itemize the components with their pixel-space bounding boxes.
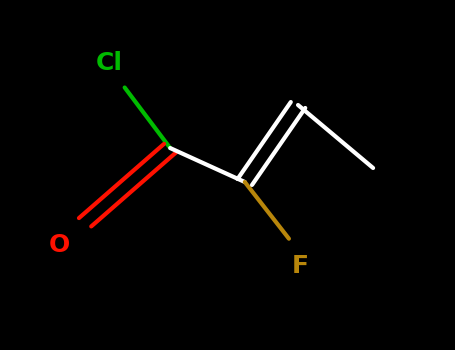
Text: Cl: Cl: [96, 51, 123, 75]
Text: O: O: [49, 233, 70, 257]
Text: F: F: [292, 254, 309, 278]
